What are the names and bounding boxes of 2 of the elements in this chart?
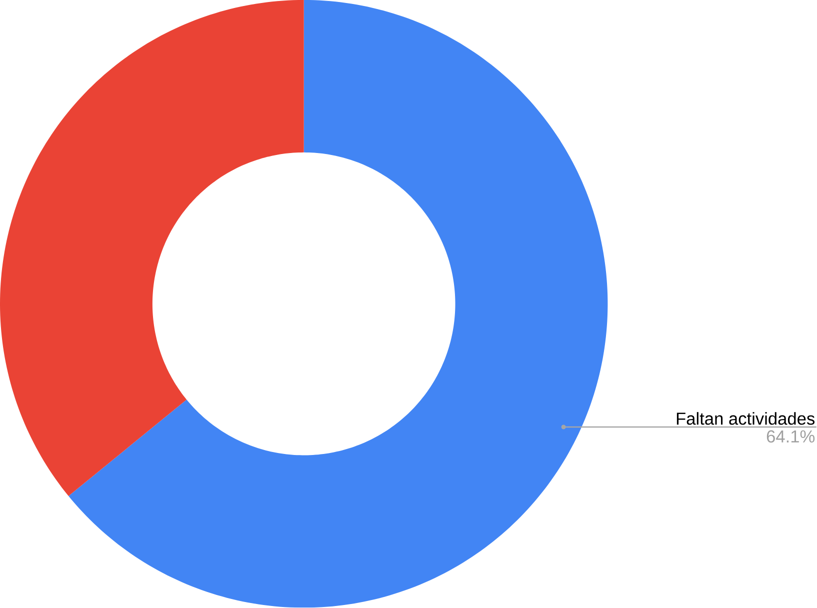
slice-label: Faltan actividades bbox=[676, 412, 815, 425]
data-label: 64.1% bbox=[766, 430, 815, 443]
